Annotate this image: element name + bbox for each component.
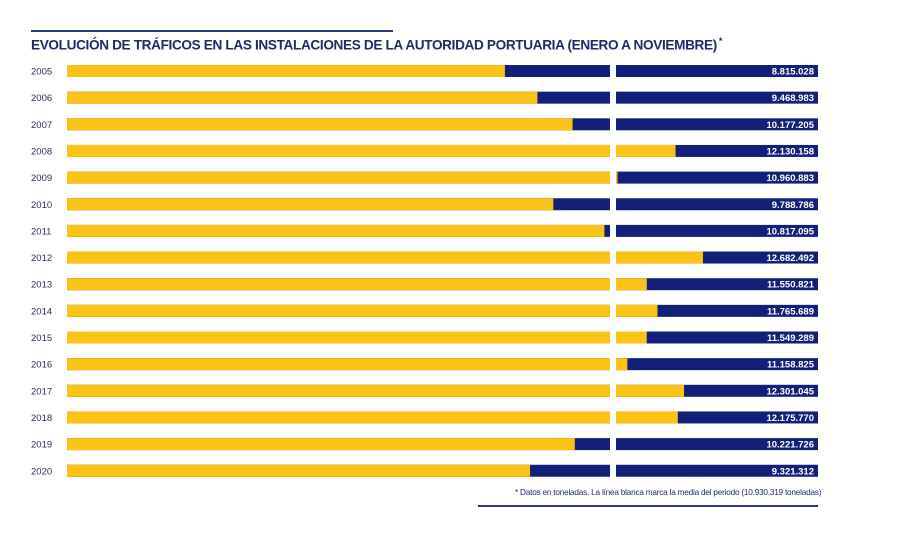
value-label-2014: 11.765.689: [767, 306, 814, 317]
right-bar-bg-2014: [616, 304, 818, 317]
right-bar-bg-2016: [616, 358, 818, 371]
left-bar-value-2010: [67, 198, 554, 211]
right-bar-bg-2020: [616, 464, 818, 477]
right-bar-bg-2015: [616, 331, 818, 344]
right-bar-bg-2006: [616, 91, 818, 104]
value-label-2008: 12.130.158: [766, 146, 814, 157]
left-bar-value-2014: [67, 304, 610, 317]
value-label-2013: 11.550.821: [767, 280, 815, 291]
left-bar-value-2015: [67, 331, 610, 344]
value-label-2009: 10.960.883: [766, 173, 814, 184]
right-bar-bg-2009: [616, 171, 818, 184]
left-bar-value-2005: [67, 65, 505, 77]
year-label-2020: 2020: [31, 466, 52, 477]
value-label-2017: 12.301.045: [766, 386, 814, 397]
right-bar-value-2009: [616, 171, 618, 184]
year-label-2009: 2009: [31, 173, 52, 184]
right-bar-bg-2011: [616, 224, 818, 237]
year-label-2013: 2013: [31, 280, 52, 291]
left-bar-value-2019: [67, 438, 575, 451]
left-bar-value-2018: [67, 411, 610, 424]
value-label-2016: 11.158.825: [767, 360, 815, 371]
left-bar-value-2017: [67, 384, 610, 397]
value-label-2019: 10.221.726: [766, 440, 814, 451]
year-label-2005: 2005: [31, 67, 52, 78]
left-bar-value-2012: [67, 251, 610, 264]
value-label-2006: 9.468.983: [772, 93, 814, 104]
right-bar-value-2018: [616, 411, 678, 424]
right-bar-bg-2013: [616, 278, 818, 291]
year-label-2018: 2018: [31, 413, 52, 424]
chart-title: EVOLUCIÓN DE TRÁFICOS EN LAS INSTALACION…: [31, 36, 722, 53]
chart-title-text: EVOLUCIÓN DE TRÁFICOS EN LAS INSTALACION…: [31, 37, 717, 53]
left-bar-value-2013: [67, 278, 610, 291]
left-bar-value-2020: [67, 464, 531, 477]
year-label-2016: 2016: [31, 360, 52, 371]
value-label-2007: 10.177.205: [766, 120, 814, 131]
year-label-2014: 2014: [31, 306, 52, 317]
right-bar-value-2008: [616, 144, 676, 157]
value-label-2020: 9.321.312: [772, 466, 814, 477]
left-bar-value-2011: [67, 224, 605, 237]
right-bar-value-2013: [616, 278, 647, 291]
left-bar-value-2009: [67, 171, 610, 184]
year-label-2006: 2006: [31, 93, 52, 104]
year-label-2011: 2011: [31, 226, 51, 237]
right-bar-bg-2005: [616, 65, 818, 77]
value-label-2015: 11.549.289: [767, 333, 814, 344]
left-bar-value-2006: [67, 91, 538, 104]
left-bar-value-2016: [67, 358, 610, 371]
right-bar-value-2014: [616, 304, 658, 317]
left-bar-value-2007: [67, 118, 573, 131]
right-bar-value-2017: [616, 384, 685, 397]
year-label-2008: 2008: [31, 146, 52, 157]
right-bar-value-2012: [616, 251, 703, 264]
title-footnote-marker: *: [718, 36, 723, 46]
right-bar-bg-2010: [616, 198, 818, 211]
year-label-2012: 2012: [31, 253, 52, 264]
value-label-2005: 8.815.028: [772, 67, 814, 78]
value-label-2010: 9.788.786: [772, 200, 814, 211]
footnote: * Datos en toneladas. La línea blanca ma…: [515, 488, 822, 497]
year-label-2017: 2017: [31, 386, 52, 397]
right-bar-value-2015: [616, 331, 647, 344]
right-bar-bg-2019: [616, 438, 818, 451]
year-label-2007: 2007: [31, 120, 52, 131]
right-bar-bg-2012: [616, 251, 818, 264]
footnote-rule: [478, 505, 818, 507]
year-label-2019: 2019: [31, 440, 52, 451]
year-label-2010: 2010: [31, 200, 52, 211]
year-label-2015: 2015: [31, 333, 52, 344]
right-bar-bg-2007: [616, 118, 818, 131]
left-bar-value-2008: [67, 144, 610, 157]
value-label-2018: 12.175.770: [766, 413, 814, 424]
value-label-2012: 12.682.492: [766, 253, 814, 264]
right-bar-value-2016: [616, 358, 628, 371]
value-label-2011: 10.817.095: [766, 226, 814, 237]
title-top-rule: [31, 30, 393, 32]
